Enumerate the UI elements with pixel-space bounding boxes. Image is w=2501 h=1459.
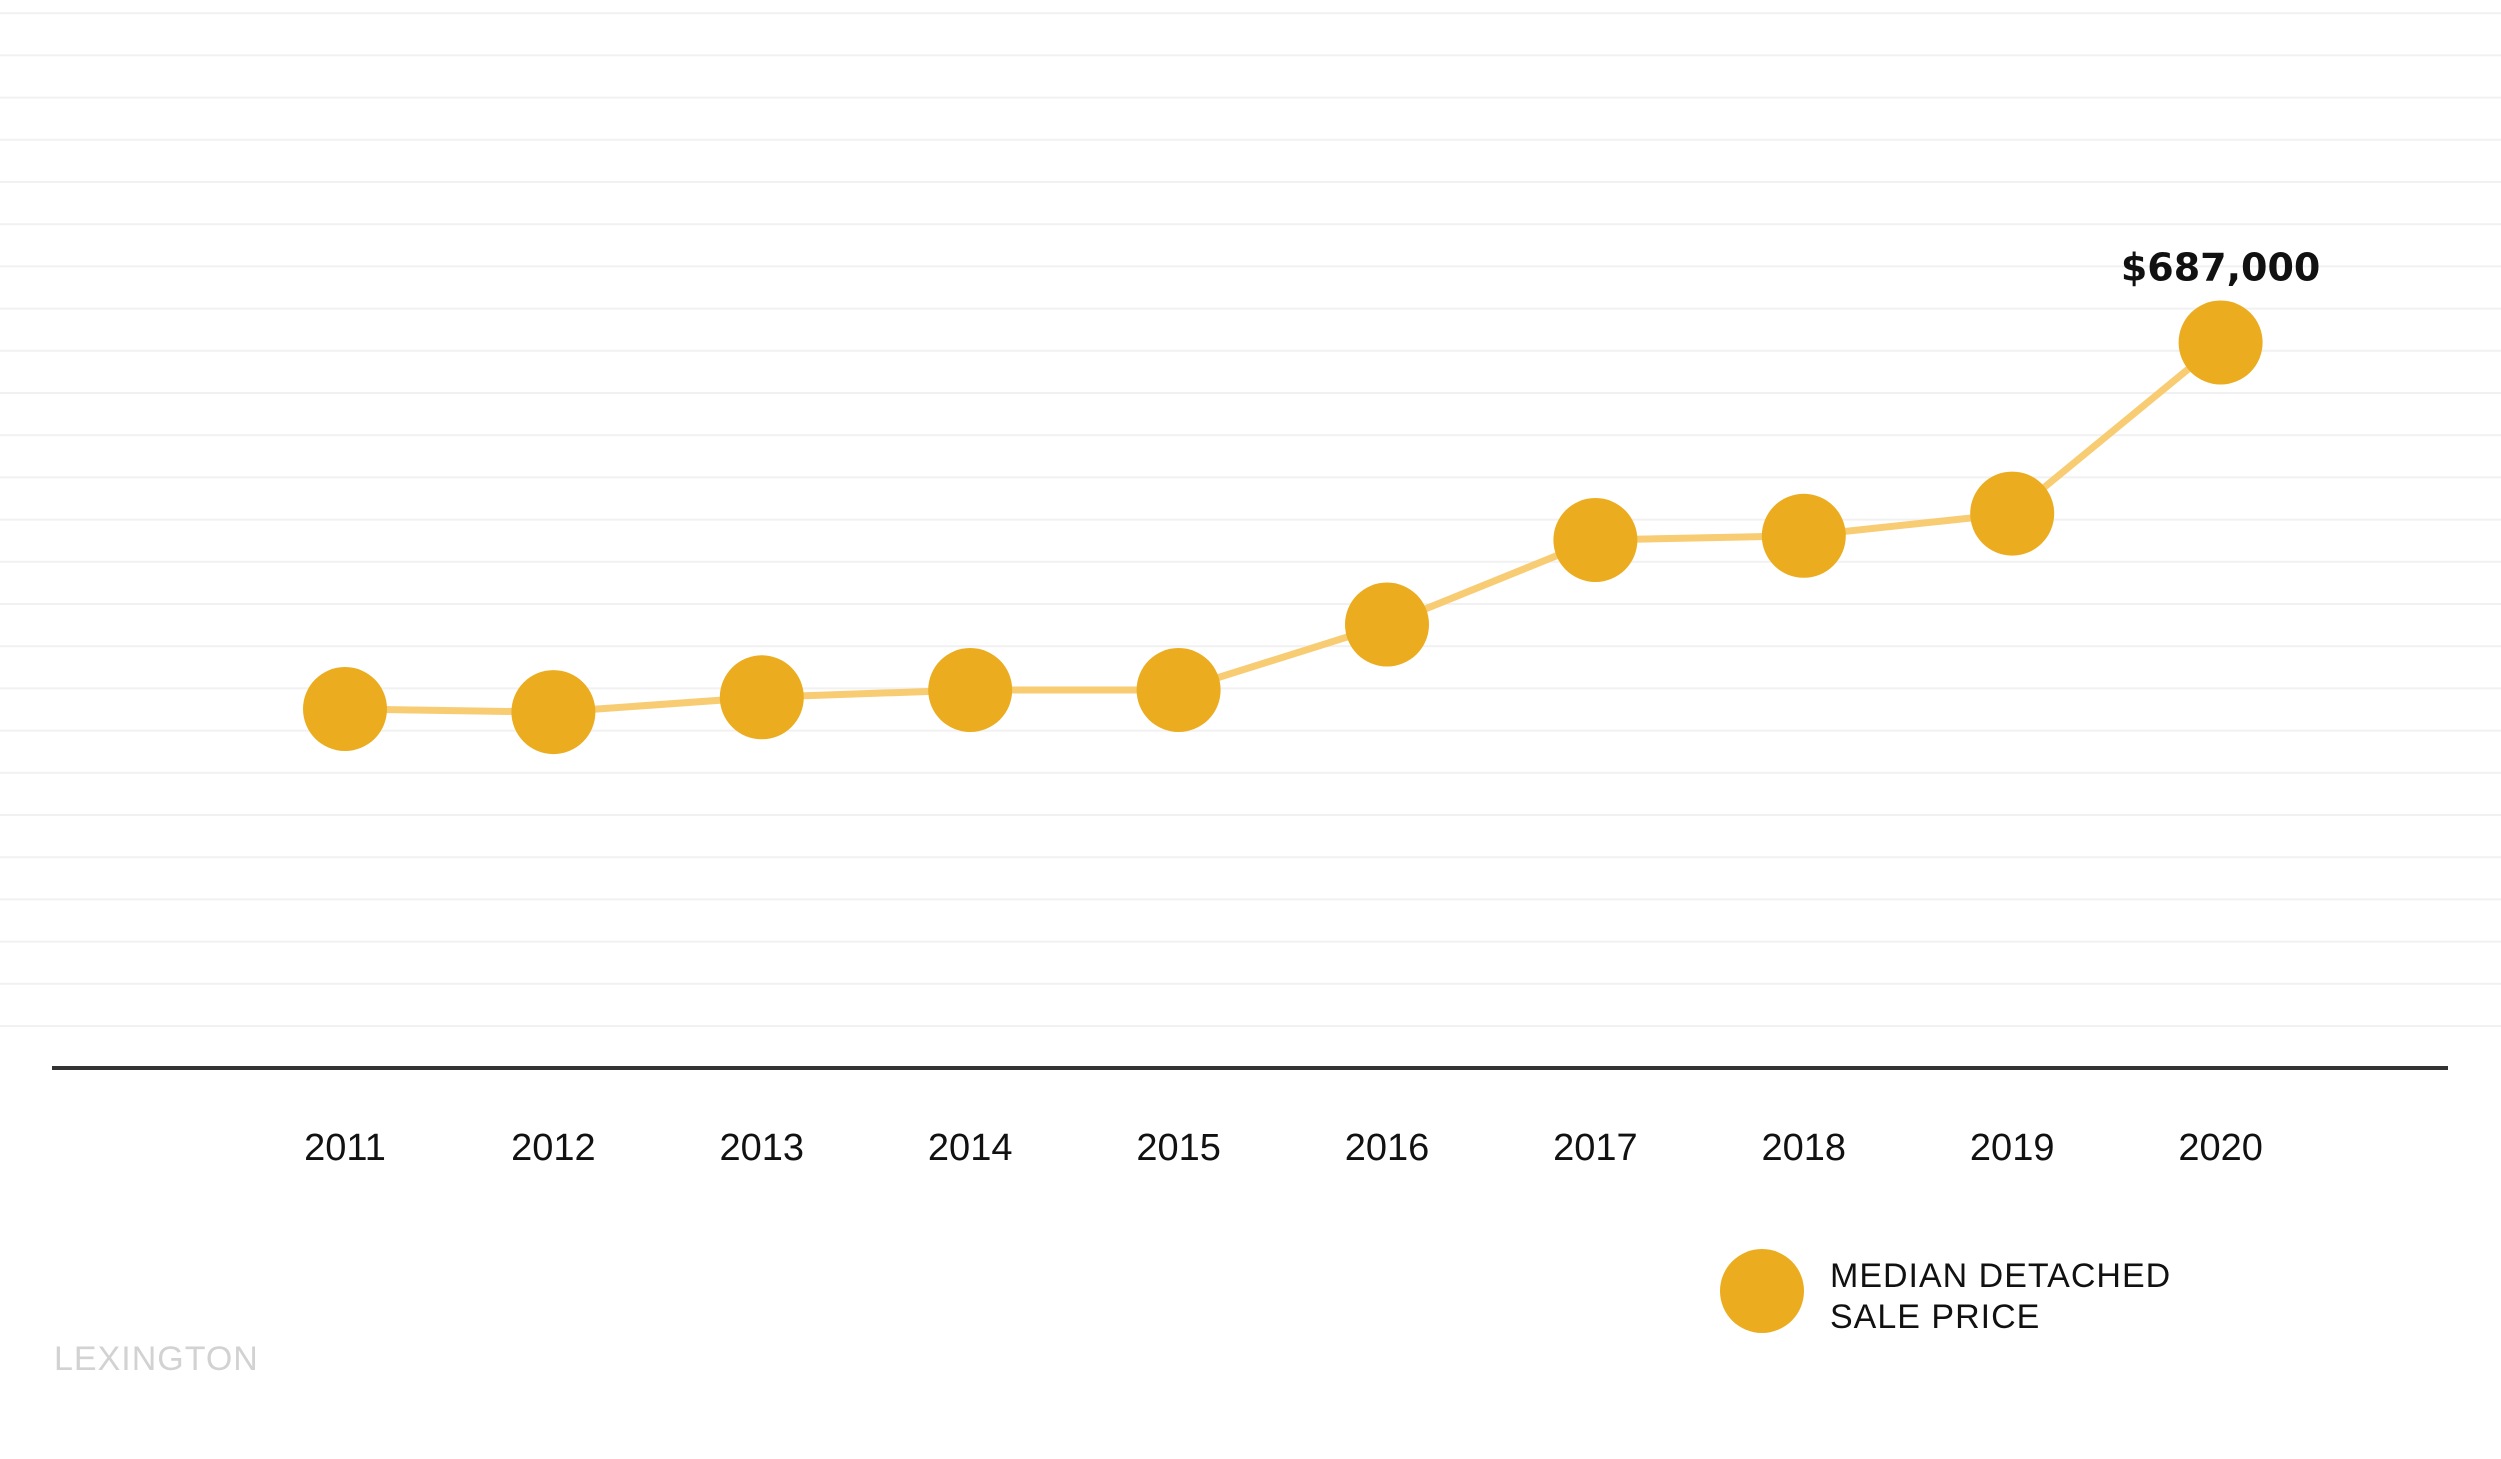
annotations: $687,000 (2121, 246, 2321, 290)
legend-label-line-2: SALE PRICE (1830, 1298, 2040, 1336)
x-tick-label-2013: 2013 (720, 1127, 805, 1169)
legend-marker (1720, 1249, 1804, 1333)
x-tick-label-2011: 2011 (304, 1127, 386, 1169)
data-points (303, 300, 2263, 755)
data-point-2017 (1553, 498, 1638, 582)
data-point-2018 (1761, 493, 1846, 578)
x-tick-label-2019: 2019 (1970, 1127, 2055, 1169)
data-point-2013 (719, 655, 804, 740)
x-tick-label-2020: 2020 (2178, 1127, 2263, 1169)
data-point-2011 (303, 667, 387, 751)
x-tick-labels: 2011 2012 2013 2014 2015 2016 2017 2018 2019 2020 (304, 1127, 2263, 1169)
x-tick-label-2015: 2015 (1136, 1127, 1221, 1169)
data-point-2019 (1970, 471, 2055, 556)
data-point-2016 (1345, 582, 1429, 667)
series-line (341, 339, 2225, 716)
data-point-2012 (511, 670, 596, 755)
x-tick-label-2014: 2014 (928, 1127, 1013, 1169)
x-tick-label-2016: 2016 (1345, 1127, 1430, 1169)
legend-label-line-1: MEDIAN DETACHED (1830, 1257, 2171, 1295)
gridlines (0, 12, 2501, 1027)
data-point-2015 (1136, 648, 1221, 732)
data-label-2020: $687,000 (2121, 246, 2321, 290)
data-point-2020 (2178, 300, 2263, 385)
watermark-logo: LEXINGTON (54, 1340, 259, 1378)
series-line-group (341, 339, 2225, 716)
x-tick-label-2018: 2018 (1762, 1127, 1847, 1169)
data-point-2014 (928, 648, 1013, 732)
x-tick-label-2017: 2017 (1553, 1127, 1638, 1169)
x-tick-label-2012: 2012 (511, 1127, 596, 1169)
legend: MEDIAN DETACHED SALE PRICE (1720, 1249, 2171, 1336)
